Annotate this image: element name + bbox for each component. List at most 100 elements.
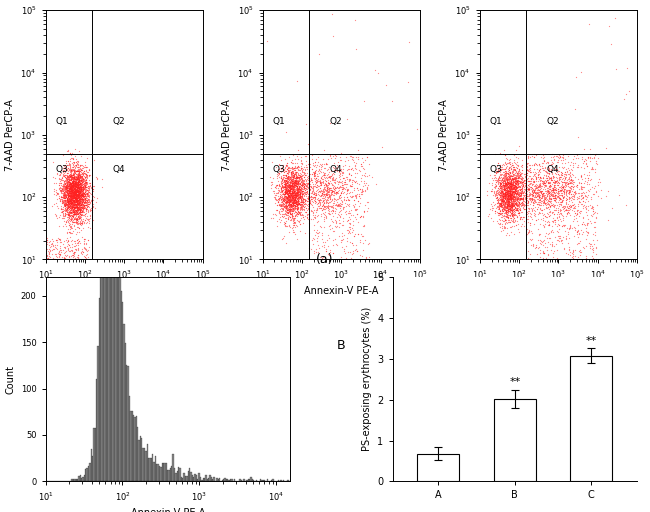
Point (521, 189, 532, 197)
Point (294, 186, 305, 195)
Point (534, 181, 544, 189)
Point (500, 185, 510, 194)
Point (75, 196, 86, 204)
Point (292, 179, 302, 187)
Point (79, 204, 90, 212)
Point (58, 167, 68, 176)
Point (497, 217, 508, 225)
Point (386, 97, 396, 105)
Point (496, 203, 506, 211)
Point (65, 168, 75, 177)
Point (73, 175, 84, 183)
Point (504, 203, 515, 211)
Point (503, 197, 514, 205)
Point (293, 162, 304, 170)
Point (72, 191, 83, 199)
Point (324, 179, 334, 187)
Point (61, 192, 72, 200)
Point (63, 188, 73, 197)
Point (501, 203, 512, 211)
Point (63, 185, 73, 194)
Point (285, 205, 295, 214)
Point (497, 174, 508, 182)
Bar (280, 480, 281, 481)
Point (285, 209, 295, 217)
Point (75, 186, 86, 195)
Point (371, 180, 382, 188)
Point (534, 196, 545, 204)
Point (294, 194, 304, 202)
Point (514, 209, 525, 217)
Point (60, 209, 70, 217)
Bar (197, 479, 198, 481)
Point (512, 169, 522, 177)
Point (509, 190, 519, 198)
Point (335, 175, 346, 183)
Point (74, 193, 85, 201)
Point (62, 184, 72, 192)
Point (550, 192, 560, 200)
Point (58, 212, 68, 221)
Point (508, 205, 519, 213)
Point (73, 183, 83, 191)
Point (505, 211, 515, 219)
Point (72, 157, 82, 165)
Point (70, 190, 81, 199)
Point (537, 187, 547, 195)
Point (559, 244, 569, 252)
Point (541, 177, 551, 185)
Point (292, 198, 302, 206)
Point (62, 161, 73, 169)
Point (283, 188, 294, 197)
Point (289, 178, 300, 186)
Point (300, 171, 311, 179)
Point (510, 189, 521, 198)
Point (553, 188, 564, 197)
Point (590, 167, 601, 176)
Point (70, 215, 81, 223)
Point (278, 200, 288, 208)
Point (323, 204, 333, 212)
Point (81, 203, 92, 211)
Point (281, 180, 292, 188)
Point (70, 191, 81, 200)
Point (66, 246, 76, 254)
Point (280, 182, 291, 190)
Point (287, 191, 297, 200)
Point (288, 173, 298, 181)
Point (504, 202, 514, 210)
Point (308, 184, 318, 193)
Point (75, 194, 86, 202)
Point (83, 202, 93, 210)
Point (504, 191, 514, 200)
Point (70, 180, 81, 188)
Point (579, 193, 590, 201)
Point (549, 178, 560, 186)
Point (499, 172, 510, 180)
Point (79, 185, 90, 193)
Point (505, 187, 515, 195)
Point (499, 165, 510, 173)
Point (547, 190, 558, 199)
Point (536, 187, 547, 195)
Point (535, 183, 545, 191)
Bar (260, 479, 261, 481)
Point (514, 182, 524, 190)
Point (582, 186, 593, 194)
Point (521, 194, 531, 202)
Point (284, 189, 294, 197)
Point (55, 250, 66, 258)
Point (313, 50, 324, 58)
Point (290, 212, 300, 220)
Text: A: A (120, 339, 129, 352)
Point (538, 211, 548, 219)
Point (70, 189, 81, 198)
Point (513, 186, 523, 195)
Point (73, 192, 83, 200)
Point (583, 174, 593, 182)
Point (547, 192, 558, 200)
Point (557, 211, 567, 220)
Point (64, 208, 74, 216)
Point (66, 188, 76, 196)
Point (501, 188, 512, 197)
